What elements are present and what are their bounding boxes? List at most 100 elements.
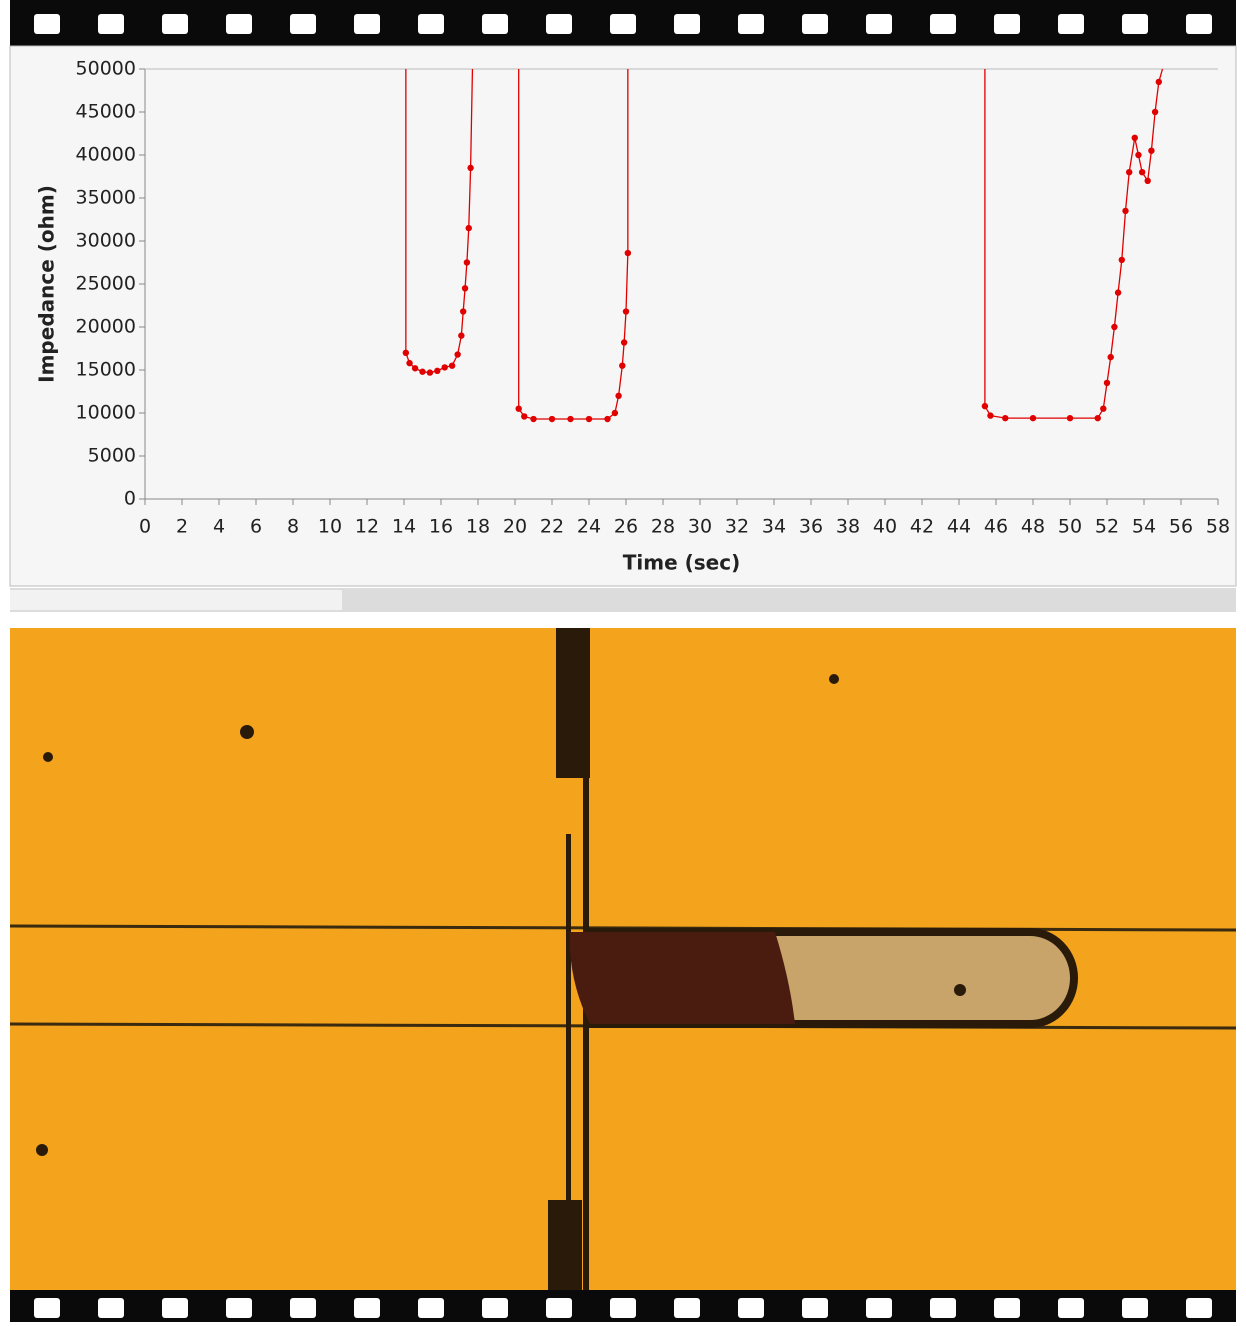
electrode <box>566 834 571 1200</box>
perforation <box>162 1298 188 1318</box>
data-point <box>567 416 573 422</box>
x-tick-label: 58 <box>1206 516 1230 538</box>
data-point <box>403 350 409 356</box>
y-tick-label: 40000 <box>76 144 136 166</box>
x-tick-label: 52 <box>1095 516 1119 538</box>
perforation <box>418 14 444 34</box>
x-tick-label: 28 <box>651 516 675 538</box>
data-point <box>604 416 610 422</box>
data-point <box>1122 208 1128 214</box>
particle <box>954 984 966 996</box>
page: {"chart_data": {"type": "line", "xlabel"… <box>0 0 1246 1326</box>
x-tick-label: 44 <box>947 516 971 538</box>
x-tick-label: 16 <box>429 516 453 538</box>
data-point <box>458 332 464 338</box>
perforation <box>290 14 316 34</box>
perforation <box>546 1298 572 1318</box>
data-point <box>1135 152 1141 158</box>
y-tick-label: 0 <box>124 488 136 510</box>
perforation <box>994 1298 1020 1318</box>
x-axis-title: Time (sec) <box>623 551 740 575</box>
x-tick-label: 46 <box>984 516 1008 538</box>
data-point <box>1100 406 1106 412</box>
data-point <box>442 364 448 370</box>
y-tick-label: 5000 <box>88 445 136 467</box>
data-point <box>1148 148 1154 154</box>
y-tick-label: 30000 <box>76 230 136 252</box>
screenshot: 0500010000150002000025000300003500040000… <box>0 0 1246 1322</box>
x-tick-label: 42 <box>910 516 934 538</box>
x-tick-label: 24 <box>577 516 601 538</box>
x-tick-label: 18 <box>466 516 490 538</box>
particle <box>36 1144 48 1156</box>
y-tick-label: 15000 <box>76 359 136 381</box>
data-point <box>1156 79 1162 85</box>
data-point <box>1132 135 1138 141</box>
perforation <box>674 14 700 34</box>
perforation <box>610 14 636 34</box>
data-point <box>460 308 466 314</box>
data-point <box>1030 415 1036 421</box>
perforation <box>802 14 828 34</box>
perforation <box>418 1298 444 1318</box>
data-point <box>427 369 433 375</box>
data-point <box>516 406 522 412</box>
data-point <box>521 413 527 419</box>
perforation <box>226 14 252 34</box>
chart-panel <box>10 46 1236 586</box>
data-point <box>625 250 631 256</box>
perforation <box>482 1298 508 1318</box>
y-tick-label: 10000 <box>76 402 136 424</box>
perforation <box>1058 1298 1084 1318</box>
x-tick-label: 40 <box>873 516 897 538</box>
microscope-image <box>10 628 1236 1290</box>
perforation <box>866 1298 892 1318</box>
x-tick-label: 22 <box>540 516 564 538</box>
scrollbar-thumb[interactable] <box>10 590 342 610</box>
particle <box>829 674 839 684</box>
data-point <box>406 360 412 366</box>
perforation <box>546 14 572 34</box>
data-point <box>419 369 425 375</box>
x-tick-label: 14 <box>392 516 416 538</box>
data-point <box>1119 257 1125 263</box>
data-point <box>1115 289 1121 295</box>
x-tick-label: 50 <box>1058 516 1082 538</box>
data-point <box>1111 324 1117 330</box>
data-point <box>586 416 592 422</box>
x-tick-label: 56 <box>1169 516 1193 538</box>
data-point <box>530 416 536 422</box>
data-point <box>1067 415 1073 421</box>
x-tick-label: 20 <box>503 516 527 538</box>
perforation <box>738 14 764 34</box>
data-point <box>466 225 472 231</box>
data-point <box>623 308 629 314</box>
perforation <box>354 1298 380 1318</box>
particle <box>240 725 254 739</box>
electrode <box>556 628 590 778</box>
perforation <box>1122 14 1148 34</box>
cell-mass <box>570 932 795 1024</box>
x-tick-label: 6 <box>250 516 262 538</box>
perforation <box>290 1298 316 1318</box>
x-tick-label: 32 <box>725 516 749 538</box>
perforation <box>1058 14 1084 34</box>
perforation <box>674 1298 700 1318</box>
y-tick-label: 35000 <box>76 187 136 209</box>
electrode <box>548 1200 582 1290</box>
x-tick-label: 26 <box>614 516 638 538</box>
data-point <box>1095 415 1101 421</box>
data-point <box>434 368 440 374</box>
x-tick-label: 0 <box>139 516 151 538</box>
x-tick-label: 12 <box>355 516 379 538</box>
perforation <box>1186 14 1212 34</box>
perforation <box>162 14 188 34</box>
data-point <box>1126 169 1132 175</box>
x-tick-label: 54 <box>1132 516 1156 538</box>
x-tick-label: 8 <box>287 516 299 538</box>
perforation <box>354 14 380 34</box>
y-tick-label: 45000 <box>76 101 136 123</box>
x-tick-label: 36 <box>799 516 823 538</box>
data-point <box>1104 380 1110 386</box>
perforation <box>930 14 956 34</box>
